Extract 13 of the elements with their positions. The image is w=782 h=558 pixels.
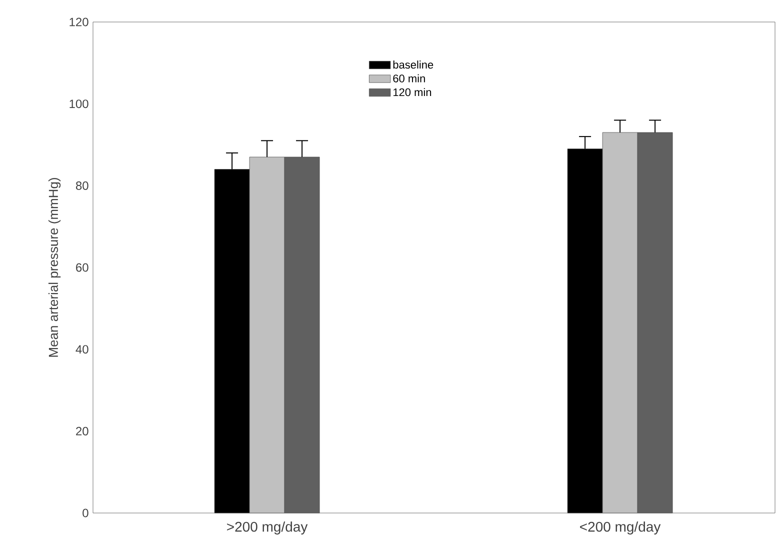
legend-label: 60 min [393, 74, 425, 82]
x-tick-label: >200 mg/day [227, 521, 308, 534]
y-tick-label: 20 [76, 426, 88, 436]
y-axis-title: Mean arterial pressure (mmHg) [48, 178, 61, 357]
y-tick-label: 0 [82, 508, 88, 518]
y-tick-label: 40 [76, 345, 88, 354]
y-tick-label: 120 [70, 18, 88, 26]
y-tick-label: 60 [76, 263, 88, 272]
y-tick-label: 100 [70, 100, 88, 108]
legend-label: 120 min [393, 88, 432, 96]
x-tick-label: <200 mg/day [580, 521, 661, 534]
y-tick-label: 80 [76, 181, 88, 190]
legend-label: baseline [393, 60, 434, 69]
